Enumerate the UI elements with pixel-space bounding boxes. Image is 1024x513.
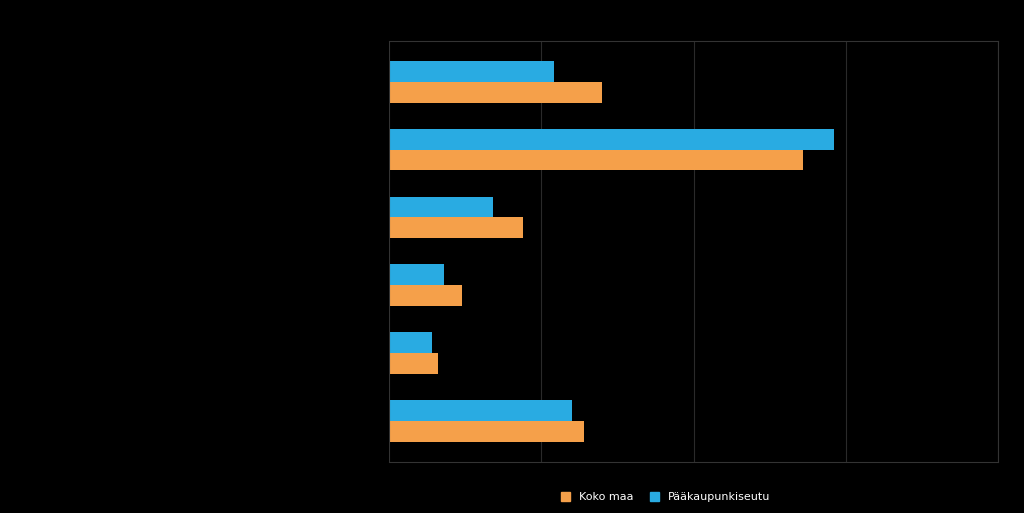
Bar <box>389 332 432 353</box>
Bar <box>389 264 444 285</box>
Bar <box>389 82 602 103</box>
Bar <box>389 129 834 150</box>
Bar <box>389 218 523 239</box>
Bar <box>389 285 462 306</box>
Bar <box>389 421 584 442</box>
Bar <box>389 196 493 218</box>
Bar <box>389 400 571 421</box>
Legend: Koko maa, Pääkaupunkiseutu: Koko maa, Pääkaupunkiseutu <box>561 492 770 502</box>
Bar <box>389 150 804 170</box>
Bar <box>389 353 438 374</box>
Bar <box>389 61 554 82</box>
